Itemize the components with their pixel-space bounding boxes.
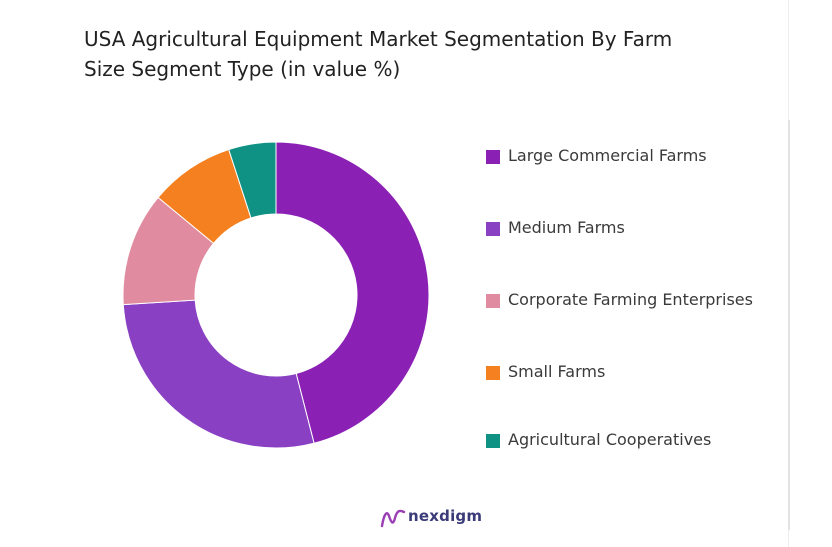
- legend-swatch: [486, 434, 500, 448]
- logo-text: nexdigm: [408, 507, 483, 525]
- chart-title-line-2: Size Segment Type (in value %): [84, 57, 401, 81]
- chart-title: USA Agricultural Equipment Market Segmen…: [84, 24, 784, 84]
- donut-slice-medium-farms[interactable]: [122, 299, 315, 449]
- chart-title-line-1: USA Agricultural Equipment Market Segmen…: [84, 27, 673, 51]
- donut-slice-large-commercial-farms[interactable]: [275, 141, 430, 444]
- legend-label: Corporate Farming Enterprises: [508, 290, 753, 309]
- legend-swatch: [486, 222, 500, 236]
- legend-swatch: [486, 294, 500, 308]
- legend-label: Medium Farms: [508, 218, 625, 237]
- legend-label: Small Farms: [508, 362, 606, 381]
- donut-slice-agricultural-cooperatives[interactable]: [228, 141, 277, 219]
- nexdigm-logo-icon: [380, 509, 406, 528]
- legend-swatch: [486, 150, 500, 164]
- legend-label: Large Commercial Farms: [508, 146, 707, 165]
- legend-label: Agricultural Cooperatives: [508, 430, 712, 449]
- legend-swatch: [486, 366, 500, 380]
- right-panel-border: [788, 120, 790, 530]
